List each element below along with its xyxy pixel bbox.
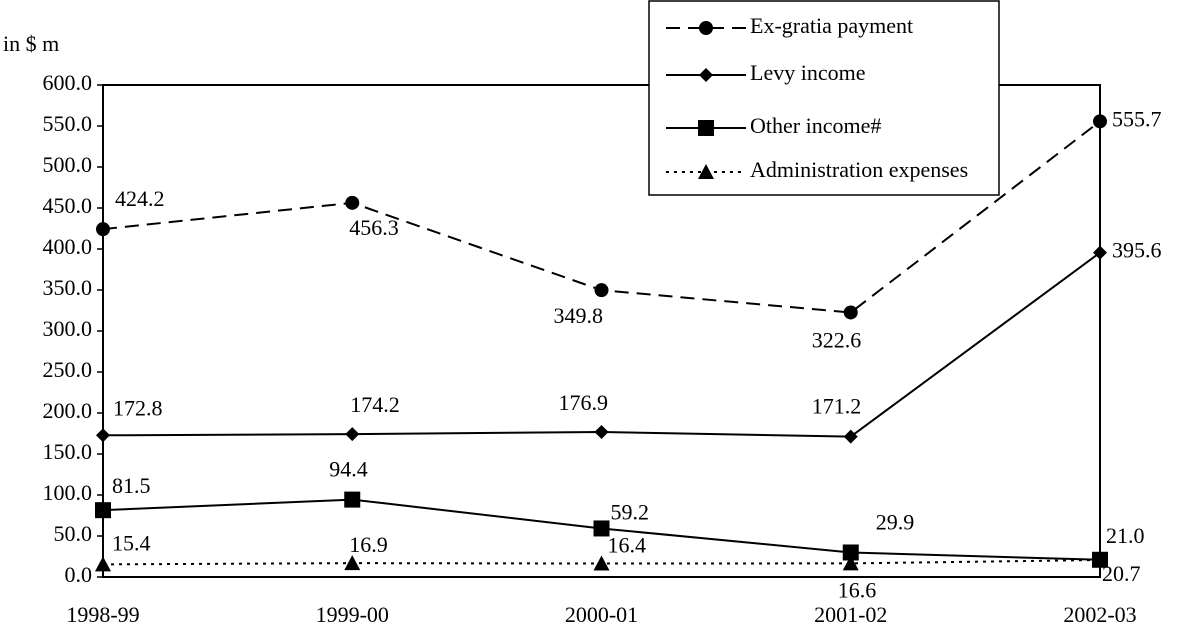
marker <box>843 305 858 320</box>
marker <box>594 424 609 439</box>
marker <box>842 555 859 571</box>
y-tick-label: 0.0 <box>65 562 93 587</box>
y-axis-label: in $ m <box>3 31 59 56</box>
x-tick-label: 1998-99 <box>66 602 139 627</box>
marker <box>842 544 859 561</box>
marker <box>1093 114 1107 129</box>
data-label: 21.0 <box>1106 523 1145 548</box>
data-label: 15.4 <box>112 530 151 555</box>
data-label: 94.4 <box>329 457 368 482</box>
data-label: 59.2 <box>611 500 650 525</box>
marker <box>594 283 609 298</box>
data-label: 176.9 <box>559 390 609 415</box>
marker <box>1093 245 1107 260</box>
y-tick-label: 100.0 <box>43 480 93 505</box>
marker <box>1092 552 1108 568</box>
data-label: 424.2 <box>115 186 165 211</box>
y-tick-label: 500.0 <box>43 152 93 177</box>
data-label: 172.8 <box>113 395 163 420</box>
marker <box>698 164 714 179</box>
y-tick-label: 150.0 <box>43 439 93 464</box>
x-tick-label: 2002-03 <box>1063 602 1136 627</box>
y-tick-label: 450.0 <box>43 193 93 218</box>
marker <box>95 502 111 519</box>
data-label: 349.8 <box>554 303 604 328</box>
marker <box>699 68 713 82</box>
marker <box>95 556 111 572</box>
data-label: 395.6 <box>1112 238 1162 263</box>
data-label: 16.4 <box>608 533 647 558</box>
data-label: 16.9 <box>349 532 388 557</box>
data-label: 81.5 <box>112 473 151 498</box>
marker <box>593 555 610 571</box>
data-label: 322.6 <box>812 328 862 353</box>
marker <box>345 195 360 210</box>
legend-label: Administration expenses <box>750 157 968 182</box>
data-label: 171.2 <box>812 394 862 419</box>
y-tick-label: 200.0 <box>43 398 93 423</box>
x-tick-label: 1999-00 <box>316 602 389 627</box>
legend-label: Ex-gratia payment <box>750 13 913 38</box>
x-tick-label: 2001-02 <box>814 602 887 627</box>
data-label: 20.7 <box>1102 561 1141 586</box>
x-tick-label: 2000-01 <box>565 602 638 627</box>
marker <box>593 520 610 537</box>
data-label: 16.6 <box>838 577 877 602</box>
marker <box>344 491 361 508</box>
legend-label: Levy income <box>750 60 865 85</box>
marker <box>699 21 713 35</box>
y-tick-label: 600.0 <box>43 70 93 95</box>
marker <box>96 222 110 237</box>
marker <box>698 120 714 136</box>
y-tick-label: 350.0 <box>43 275 93 300</box>
data-label: 555.7 <box>1112 106 1162 131</box>
y-tick-label: 50.0 <box>54 521 93 546</box>
marker <box>344 555 361 571</box>
data-label: 456.3 <box>349 215 399 240</box>
marker <box>843 429 858 444</box>
y-tick-label: 550.0 <box>43 111 93 136</box>
marker <box>96 428 110 443</box>
y-tick-label: 300.0 <box>43 316 93 341</box>
y-tick-label: 250.0 <box>43 357 93 382</box>
y-tick-label: 400.0 <box>43 234 93 259</box>
legend-label: Other income# <box>750 113 881 138</box>
data-label: 29.9 <box>876 510 915 535</box>
marker <box>345 427 360 442</box>
data-label: 174.2 <box>350 392 400 417</box>
